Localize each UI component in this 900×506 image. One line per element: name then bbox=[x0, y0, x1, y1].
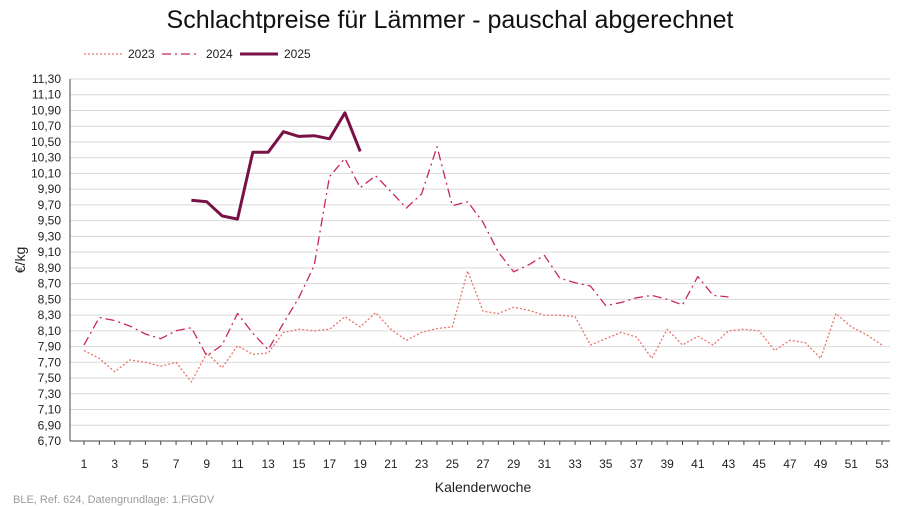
legend-label-2024: 2024 bbox=[206, 47, 233, 61]
legend-label-2023: 2023 bbox=[128, 47, 155, 61]
y-tick-label: 10,10 bbox=[31, 166, 61, 180]
y-tick-label: 7,70 bbox=[38, 355, 62, 369]
x-tick-label: 53 bbox=[875, 457, 889, 471]
x-tick-label: 33 bbox=[568, 457, 582, 471]
x-tick-label: 17 bbox=[323, 457, 337, 471]
y-axis-ticks: 6,70 6,907,10 7,30 7,50 7,707,90 8,10 8,30 8,50… bbox=[31, 72, 61, 448]
x-tick-label: 49 bbox=[814, 457, 828, 471]
x-tick-label: 3 bbox=[111, 457, 118, 471]
x-tick-label: 5 bbox=[142, 457, 149, 471]
x-tick-label: 9 bbox=[203, 457, 210, 471]
x-tick-label: 21 bbox=[384, 457, 398, 471]
y-tick-label: 7,30 bbox=[38, 387, 62, 401]
x-tick-label: 13 bbox=[261, 457, 275, 471]
x-tick-label: 25 bbox=[446, 457, 460, 471]
x-tick-label: 19 bbox=[354, 457, 368, 471]
y-tick-label: 11,30 bbox=[32, 72, 61, 86]
x-tick-label: 1 bbox=[81, 457, 88, 471]
y-tick-label: 8,70 bbox=[38, 277, 62, 291]
y-tick-label: 9,50 bbox=[38, 214, 62, 228]
y-tick-label: 7,10 bbox=[38, 403, 62, 417]
y-tick-label: 8,90 bbox=[38, 261, 62, 275]
legend-label-2025: 2025 bbox=[284, 47, 311, 61]
y-tick-label: 9,10 bbox=[38, 245, 62, 259]
x-tick-label: 41 bbox=[691, 457, 705, 471]
source-note: BLE, Ref. 624, Datengrundlage: 1.FlGDV bbox=[13, 494, 215, 506]
y-tick-label: 9,90 bbox=[38, 182, 62, 196]
x-tick-label: 47 bbox=[783, 457, 797, 471]
legend: 2023 2024 2025 bbox=[84, 47, 311, 61]
y-tick-label: 10,50 bbox=[31, 135, 61, 149]
y-axis-label: €/kg bbox=[12, 247, 28, 273]
y-tick-label: 8,50 bbox=[38, 292, 62, 306]
x-tick-label: 35 bbox=[599, 457, 613, 471]
x-tick-label: 39 bbox=[660, 457, 674, 471]
x-tick-label: 11 bbox=[231, 457, 244, 471]
y-tick-label: 6,90 bbox=[38, 418, 62, 432]
y-tick-label: 8,10 bbox=[38, 324, 62, 338]
x-tick-label: 51 bbox=[845, 457, 859, 471]
y-tick-label: 11,10 bbox=[32, 88, 61, 102]
chart-title: Schlachtpreise für Lämmer - pauschal abg… bbox=[167, 6, 734, 34]
y-tick-label: 7,90 bbox=[38, 340, 62, 354]
y-tick-label: 9,70 bbox=[38, 198, 62, 212]
y-tick-label: 6,70 bbox=[38, 434, 62, 448]
x-tick-label: 45 bbox=[753, 457, 767, 471]
x-tick-label: 23 bbox=[415, 457, 429, 471]
series-line-2023 bbox=[83, 270, 883, 383]
y-tick-label: 9,30 bbox=[38, 229, 62, 243]
x-tick-label: 7 bbox=[173, 457, 180, 471]
x-tick-label: 27 bbox=[476, 457, 490, 471]
y-tick-label: 10,30 bbox=[31, 151, 61, 165]
y-tick-label: 10,70 bbox=[31, 119, 61, 133]
x-axis-ticks: 1 3 5 7 9 11 13 15 17 19 21 23 25 27 29 31 33 35 37 39 41 43 4… bbox=[81, 441, 889, 471]
y-tick-label: 10,90 bbox=[31, 103, 61, 117]
series-line-2024 bbox=[83, 146, 729, 357]
grid-lines bbox=[69, 78, 890, 442]
y-tick-label: 7,50 bbox=[38, 371, 62, 385]
x-tick-label: 31 bbox=[538, 457, 552, 471]
plot-area bbox=[83, 111, 883, 383]
series-line-2025 bbox=[191, 111, 362, 221]
x-axis-label: Kalenderwoche bbox=[435, 479, 532, 495]
y-tick-label: 8,30 bbox=[38, 308, 62, 322]
x-tick-label: 15 bbox=[292, 457, 306, 471]
x-tick-label: 29 bbox=[507, 457, 521, 471]
x-tick-label: 43 bbox=[722, 457, 736, 471]
x-tick-label: 37 bbox=[630, 457, 644, 471]
